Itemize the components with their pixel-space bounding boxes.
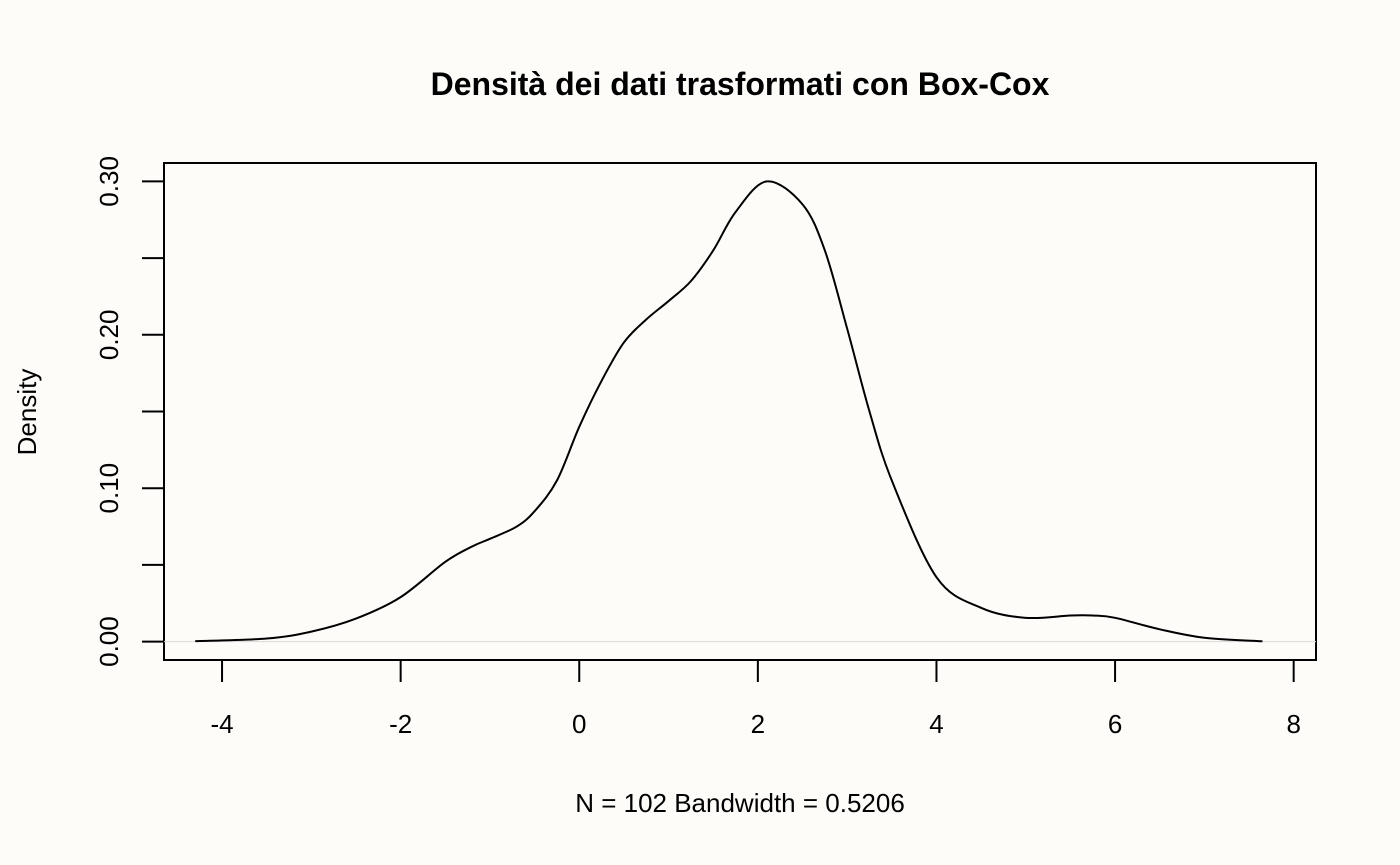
density-line	[195, 180, 1263, 643]
y-tick-label: 0.00	[94, 616, 124, 667]
x-tick-label: 8	[1286, 709, 1300, 739]
y-tick-label: 0.30	[94, 156, 124, 207]
x-tick-label: 6	[1108, 709, 1122, 739]
plot-frame	[163, 162, 1317, 661]
chart-title: Densità dei dati trasformati con Box-Cox	[431, 66, 1050, 102]
x-tick-label: 4	[929, 709, 943, 739]
y-tick-label: 0.10	[94, 463, 124, 514]
x-tick-label: -4	[210, 709, 233, 739]
x-tick-label: 2	[751, 709, 765, 739]
x-tick-label: -2	[389, 709, 412, 739]
y-axis-label: Density	[12, 369, 42, 456]
y-tick-label: 0.20	[94, 309, 124, 360]
x-tick-label: 0	[572, 709, 586, 739]
x-axis-label: N = 102 Bandwidth = 0.5206	[575, 788, 905, 818]
